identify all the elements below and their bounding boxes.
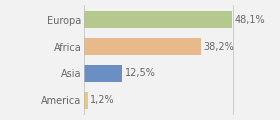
- Text: 38,2%: 38,2%: [204, 42, 235, 51]
- Bar: [84, 38, 201, 55]
- Bar: [84, 92, 88, 109]
- Bar: [84, 11, 232, 28]
- Bar: [84, 65, 122, 82]
- Text: 48,1%: 48,1%: [234, 15, 265, 25]
- Text: 12,5%: 12,5%: [125, 69, 156, 78]
- Text: 1,2%: 1,2%: [90, 95, 115, 105]
